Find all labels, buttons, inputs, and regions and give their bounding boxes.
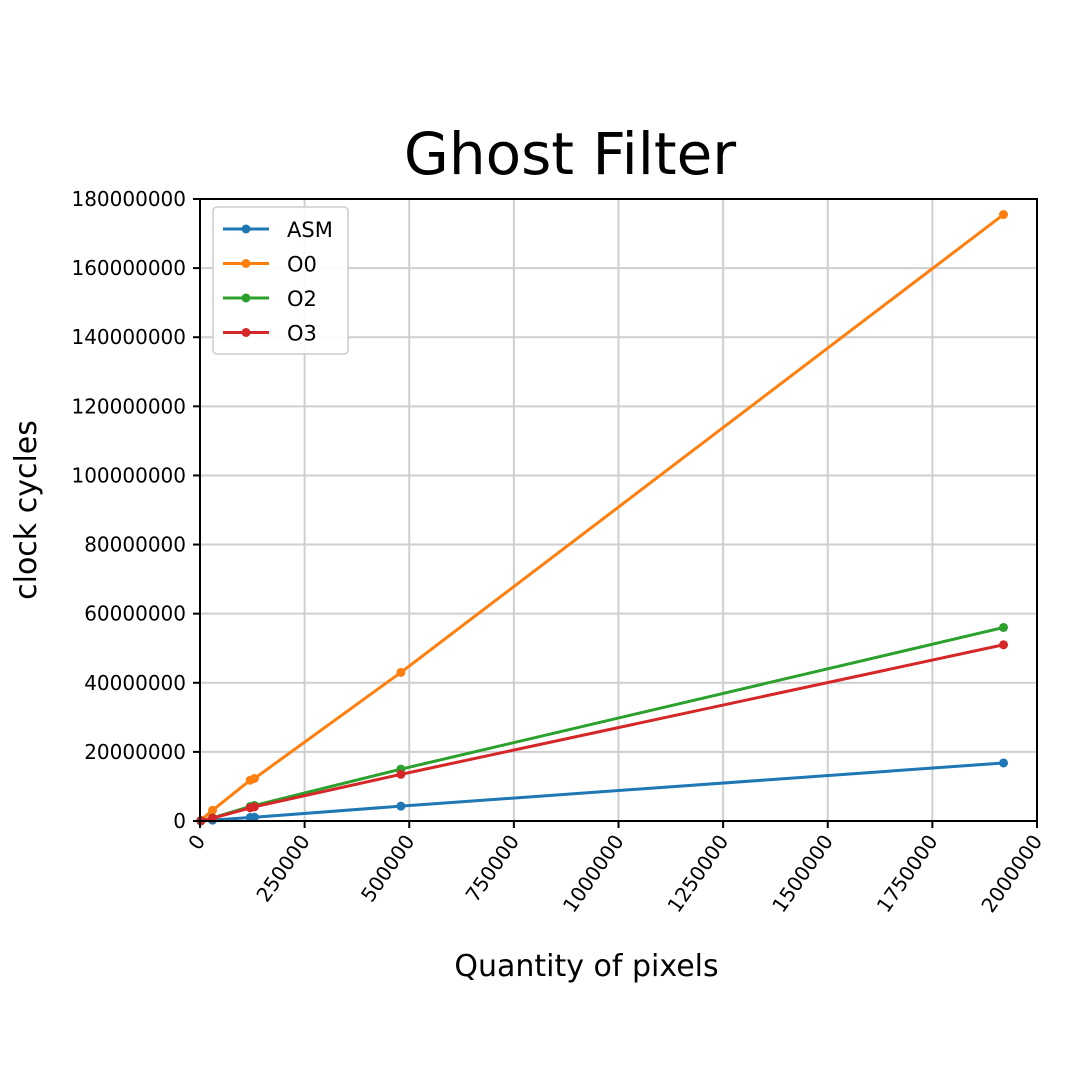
legend-label: ASM	[287, 218, 333, 242]
data-point	[249, 773, 259, 783]
data-point	[999, 758, 1009, 768]
y-tick-label: 180000000	[71, 187, 186, 211]
x-tick-label: 250000	[251, 830, 314, 906]
legend-label: O3	[287, 322, 317, 346]
data-point	[999, 622, 1009, 632]
y-tick-label: 40000000	[84, 671, 186, 695]
data-point	[249, 812, 259, 822]
data-point	[396, 801, 406, 811]
y-tick-label: 160000000	[71, 256, 186, 280]
legend-swatch-marker	[241, 259, 251, 268]
x-tick-label: 1750000	[872, 830, 943, 917]
legend: ASM O0 O2 O3	[212, 206, 349, 355]
series-line	[200, 643, 1004, 823]
data-point	[396, 769, 406, 779]
y-tick-label: 20000000	[84, 740, 186, 764]
y-tick-label: 140000000	[71, 325, 186, 349]
legend-label: O2	[287, 287, 317, 311]
legend-swatch-marker	[241, 224, 251, 234]
y-tick-label: 60000000	[84, 602, 186, 626]
y-tick-label: 120000000	[71, 394, 186, 418]
legend-swatch-marker	[241, 293, 251, 303]
x-tick-label: 1250000	[662, 830, 733, 917]
y-tick-label: 80000000	[84, 533, 186, 557]
x-tick-label: 750000	[461, 830, 524, 906]
legend-box	[212, 206, 349, 355]
data-point	[396, 667, 406, 677]
x-axis-label: Quantity of pixels	[454, 949, 718, 984]
x-tick-label: 500000	[356, 830, 419, 906]
data-point	[208, 805, 218, 815]
x-tick-label: 0	[183, 830, 210, 854]
y-tick-label: 0	[173, 809, 186, 833]
y-axis-label: clock cycles	[9, 420, 44, 600]
legend-label: O0	[287, 253, 317, 277]
x-tick-label: 1000000	[558, 830, 629, 917]
y-tick-label: 100000000	[71, 463, 186, 487]
chart-title: Ghost Filter	[403, 120, 737, 188]
data-point	[999, 210, 1009, 220]
data-point	[999, 640, 1009, 650]
x-tick-label: 2000000	[976, 830, 1047, 917]
x-tick-label: 1500000	[767, 830, 838, 917]
legend-swatch-marker	[241, 328, 251, 337]
data-point	[249, 802, 259, 812]
